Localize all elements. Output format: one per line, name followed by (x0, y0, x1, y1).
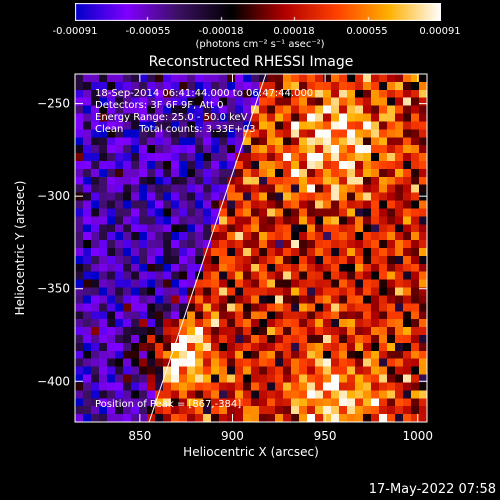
solar-limb-line (148, 74, 267, 422)
x-axis-ticks: 850 900 950 1000 (128, 74, 433, 443)
x-tick-label: 850 (128, 429, 151, 443)
annotation-time-range: 18-Sep-2014 06:41:44.000 to 06:47:44.000 (95, 88, 313, 99)
y-tick-label: −400 (37, 374, 70, 388)
y-tick-label: −250 (37, 97, 70, 111)
x-tick-label: 1000 (402, 429, 433, 443)
y-tick-label: −350 (37, 282, 70, 296)
annotation-energy-range: Energy Range: 25.0 - 50.0 keV (95, 112, 248, 123)
render-timestamp: 17-May-2022 07:58 (368, 482, 496, 497)
colorbar (75, 3, 441, 21)
rhessi-image-heatmap (75, 74, 427, 422)
y-axis-label: Heliocentric Y (arcsec) (13, 181, 27, 316)
x-tick-label: 950 (314, 429, 337, 443)
colorbar-gradient (75, 3, 441, 21)
heatmap-plot-area: 18-Sep-2014 06:41:44.000 to 06:47:44.000… (75, 74, 427, 422)
y-axis-ticks: −250 −300 −350 −400 (37, 97, 427, 388)
annotation-clean-counts: Clean Total counts: 3.33E+03 (95, 124, 255, 135)
annotation-peak-position: Position of Peak = [867,-384] (95, 399, 241, 410)
plot-overlay: 18-Sep-2014 06:41:44.000 to 06:47:44.000… (95, 74, 313, 422)
x-axis-label: Heliocentric X (arcsec) (183, 445, 319, 459)
x-tick-label: 900 (221, 429, 244, 443)
chart-title: Reconstructed RHESSI Image (148, 54, 354, 70)
y-tick-label: −300 (37, 189, 70, 203)
annotation-detectors: Detectors: 3F 6F 9F, Att 0 (95, 100, 223, 111)
plot-border (74, 73, 428, 423)
